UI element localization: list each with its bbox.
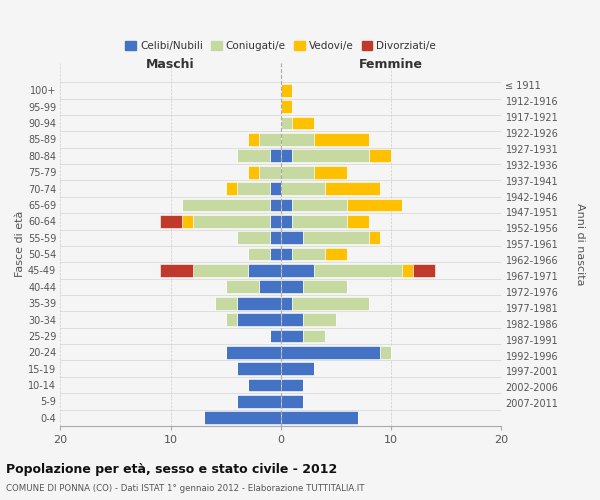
Bar bbox=[270, 232, 281, 244]
Bar bbox=[226, 346, 281, 358]
Bar bbox=[237, 362, 281, 375]
Bar bbox=[281, 182, 325, 195]
Bar bbox=[325, 248, 347, 260]
Bar bbox=[314, 264, 402, 277]
Bar bbox=[303, 232, 369, 244]
Bar bbox=[281, 133, 314, 146]
Bar bbox=[160, 264, 193, 277]
Bar bbox=[292, 215, 347, 228]
Bar bbox=[160, 215, 182, 228]
Bar bbox=[325, 182, 380, 195]
Bar bbox=[281, 395, 303, 408]
Bar bbox=[237, 232, 270, 244]
Bar bbox=[314, 166, 347, 178]
Bar bbox=[270, 150, 281, 162]
Bar bbox=[226, 280, 259, 293]
Bar bbox=[369, 232, 380, 244]
Bar bbox=[193, 264, 248, 277]
Bar bbox=[281, 215, 292, 228]
Bar bbox=[248, 264, 281, 277]
Bar bbox=[237, 297, 281, 310]
Bar bbox=[281, 232, 303, 244]
Bar bbox=[413, 264, 435, 277]
Bar bbox=[248, 378, 281, 392]
Bar bbox=[281, 330, 303, 342]
Bar bbox=[281, 313, 303, 326]
Bar bbox=[237, 395, 281, 408]
Bar bbox=[182, 198, 270, 211]
Bar bbox=[237, 313, 281, 326]
Bar bbox=[292, 150, 369, 162]
Bar bbox=[281, 248, 292, 260]
Bar bbox=[292, 116, 314, 130]
Bar bbox=[292, 248, 325, 260]
Bar bbox=[281, 346, 380, 358]
Bar bbox=[193, 215, 270, 228]
Bar bbox=[226, 313, 237, 326]
Bar bbox=[270, 248, 281, 260]
Text: Popolazione per età, sesso e stato civile - 2012: Popolazione per età, sesso e stato civil… bbox=[6, 462, 337, 475]
Bar bbox=[281, 84, 292, 96]
Bar bbox=[226, 182, 237, 195]
Text: Femmine: Femmine bbox=[359, 58, 423, 70]
Bar bbox=[281, 280, 303, 293]
Bar bbox=[259, 280, 281, 293]
Bar bbox=[259, 166, 281, 178]
Bar bbox=[281, 100, 292, 113]
Y-axis label: Anni di nascita: Anni di nascita bbox=[575, 203, 585, 285]
Bar bbox=[281, 378, 303, 392]
Bar bbox=[203, 412, 281, 424]
Bar bbox=[237, 182, 270, 195]
Bar bbox=[281, 362, 314, 375]
Bar bbox=[303, 280, 347, 293]
Bar bbox=[215, 297, 237, 310]
Bar bbox=[248, 166, 259, 178]
Bar bbox=[270, 215, 281, 228]
Bar bbox=[369, 150, 391, 162]
Bar bbox=[402, 264, 413, 277]
Bar bbox=[270, 182, 281, 195]
Text: Maschi: Maschi bbox=[146, 58, 195, 70]
Bar bbox=[270, 198, 281, 211]
Bar bbox=[281, 166, 314, 178]
Bar bbox=[182, 215, 193, 228]
Bar bbox=[303, 313, 336, 326]
Bar bbox=[270, 330, 281, 342]
Y-axis label: Fasce di età: Fasce di età bbox=[15, 211, 25, 278]
Bar bbox=[347, 198, 402, 211]
Bar bbox=[259, 133, 281, 146]
Bar bbox=[281, 198, 292, 211]
Bar bbox=[314, 133, 369, 146]
Bar bbox=[347, 215, 369, 228]
Bar bbox=[303, 330, 325, 342]
Text: COMUNE DI PONNA (CO) - Dati ISTAT 1° gennaio 2012 - Elaborazione TUTTITALIA.IT: COMUNE DI PONNA (CO) - Dati ISTAT 1° gen… bbox=[6, 484, 365, 493]
Bar bbox=[281, 264, 314, 277]
Bar bbox=[281, 412, 358, 424]
Bar bbox=[292, 198, 347, 211]
Bar bbox=[292, 297, 369, 310]
Bar bbox=[380, 346, 391, 358]
Bar bbox=[248, 133, 259, 146]
Bar bbox=[281, 150, 292, 162]
Bar bbox=[237, 150, 270, 162]
Bar bbox=[248, 248, 270, 260]
Legend: Celibi/Nubili, Coniugati/e, Vedovi/e, Divorziati/e: Celibi/Nubili, Coniugati/e, Vedovi/e, Di… bbox=[121, 37, 440, 55]
Bar bbox=[281, 116, 292, 130]
Bar bbox=[281, 297, 292, 310]
